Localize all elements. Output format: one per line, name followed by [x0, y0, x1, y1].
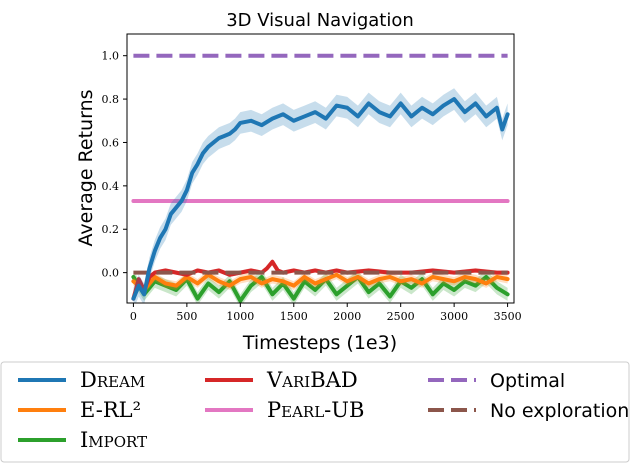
legend-label-no-exploration: No exploration	[490, 400, 629, 422]
e-rl-line	[131, 272, 510, 292]
x-tick-label: 1500	[280, 310, 308, 323]
y-tick-label: 0.8	[102, 93, 120, 106]
y-tick-label: 1.0	[102, 50, 120, 63]
y-tick-label: 0.2	[102, 223, 120, 236]
plot-frame	[126, 33, 515, 304]
dream-line	[131, 97, 510, 301]
x-tick-label: 3000	[440, 310, 468, 323]
x-tick-label: 0	[130, 310, 137, 323]
y-axis-label: Average Returns	[75, 89, 97, 246]
x-tick-label: 1000	[226, 310, 254, 323]
y-axis: 0.0 0.2 0.4 0.6 0.8 1.0	[102, 50, 127, 280]
legend: Dream E-RL² Import VariBAD Pearl-UB Optimal No…	[0, 361, 630, 463]
x-tick-label: 3500	[494, 310, 522, 323]
legend-label-e-rl: E-RL²	[80, 398, 141, 422]
x-tick-label: 2500	[387, 310, 415, 323]
legend-label-import: Import	[80, 428, 147, 452]
x-axis: 0 500 1000 1500 2000 2500 3000 3500	[130, 303, 522, 323]
legend-frame	[0, 361, 630, 463]
legend-label-optimal: Optimal	[490, 370, 565, 392]
y-tick-label: 0.0	[102, 267, 120, 280]
x-tick-label: 500	[176, 310, 197, 323]
x-tick-label: 2000	[333, 310, 361, 323]
import-line	[131, 274, 510, 303]
y-tick-label: 0.6	[102, 136, 120, 149]
y-tick-label: 0.4	[102, 180, 120, 193]
chart-title: 3D Visual Navigation	[226, 10, 414, 31]
x-axis-label: Timesteps (1e3)	[242, 332, 397, 354]
legend-label-pearl-ub: Pearl-UB	[267, 398, 364, 422]
dream-band	[133, 88, 508, 303]
series-layer	[131, 53, 510, 303]
legend-label-varibad: VariBAD	[266, 368, 358, 392]
legend-label-dream: Dream	[80, 368, 145, 392]
